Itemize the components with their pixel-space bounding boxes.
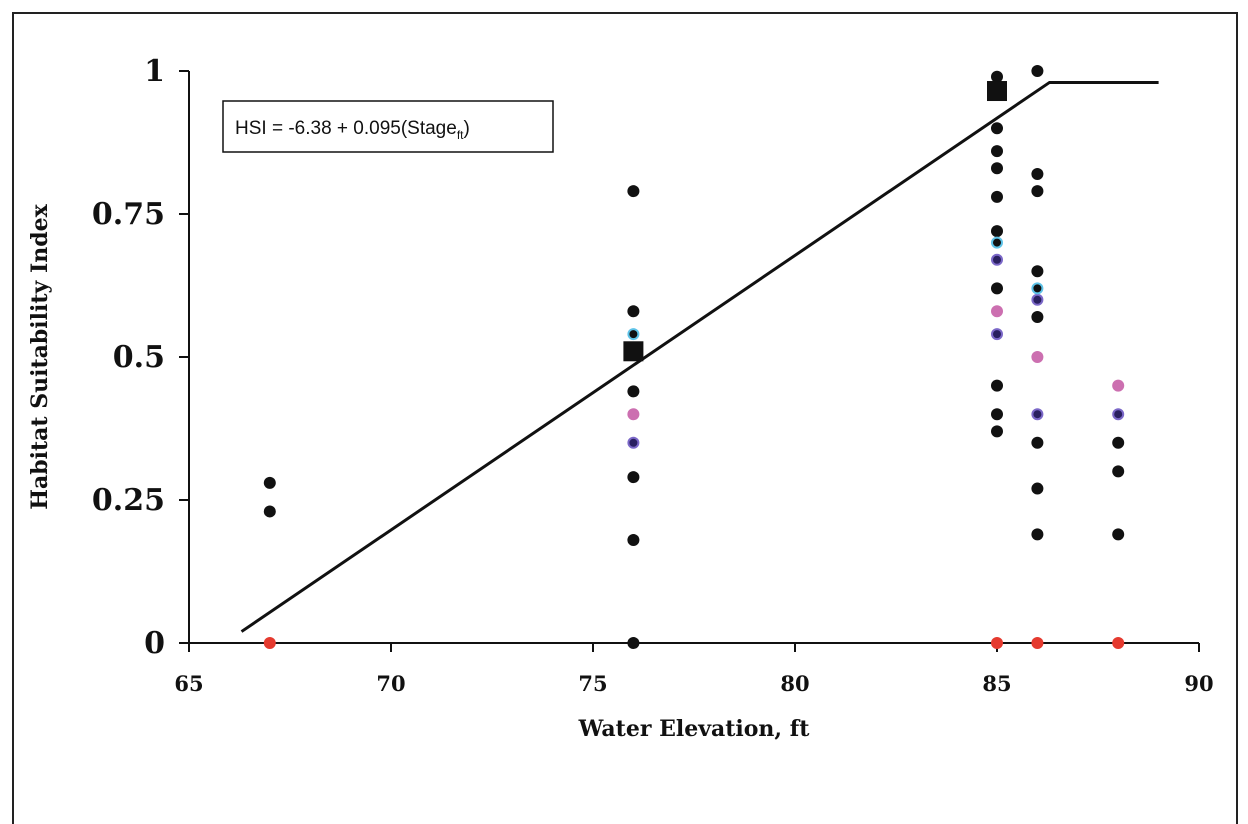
purple-data-point	[1031, 293, 1044, 306]
equation-main: HSI = -6.38 + 0.095(Stage	[235, 118, 457, 139]
pink-data-point	[991, 305, 1003, 318]
purple-data-point	[991, 328, 1003, 341]
black-data-point	[627, 305, 640, 318]
y-tick-label: 0.5	[113, 340, 165, 375]
y-axis-ticks: 0 0.25 0.5 0.75 1	[92, 54, 189, 661]
axes: 0 0.25 0.5 0.75 1 65 70 75 80 85 90	[92, 54, 1214, 696]
black-data-point	[627, 385, 640, 398]
black-data-point	[263, 505, 276, 518]
black-data-point	[1031, 65, 1044, 77]
black-data-point	[991, 425, 1003, 438]
y-tick-label: 1	[144, 54, 165, 89]
black-data-point	[627, 471, 640, 484]
y-tick-label: 0	[144, 626, 165, 661]
x-tick-label: 80	[780, 671, 809, 696]
black-data-point	[1031, 265, 1044, 278]
equation-subscript: ft	[457, 128, 464, 142]
fit-line	[240, 80, 1159, 633]
x-tick-label: 65	[174, 671, 203, 696]
black-data-point	[627, 534, 640, 547]
equation-box: HSI = -6.38 + 0.095(Stageft)	[222, 100, 554, 153]
x-tick-label: 75	[578, 671, 607, 696]
black-data-point	[991, 162, 1003, 175]
black-data-point	[1112, 436, 1125, 449]
black-data-point	[991, 282, 1003, 295]
black-data-point	[1031, 482, 1044, 495]
black-data-point	[627, 637, 640, 649]
black-data-point	[627, 185, 640, 198]
y-tick-label: 0.25	[92, 483, 165, 518]
cyan-data-point	[991, 236, 1003, 249]
data-points	[263, 65, 1125, 649]
black-data-point	[991, 190, 1003, 203]
pink-data-point	[627, 408, 640, 421]
black-data-point	[1031, 528, 1044, 541]
pink-data-point	[1112, 379, 1125, 392]
purple-data-point	[1031, 408, 1044, 421]
black-data-point	[1031, 167, 1044, 180]
mean-square-marker	[623, 341, 644, 362]
black-data-point	[1112, 465, 1125, 478]
black-data-point	[1031, 185, 1044, 198]
cyan-data-point	[1031, 282, 1044, 295]
y-axis-title: Habitat Suitability Index	[27, 203, 53, 509]
x-tick-label: 90	[1184, 671, 1213, 696]
black-data-point	[991, 122, 1003, 135]
red-data-point	[1112, 637, 1125, 649]
y-tick-label: 0.75	[92, 197, 165, 232]
purple-data-point	[1112, 408, 1125, 421]
black-data-point	[991, 70, 1003, 83]
black-data-point	[1031, 310, 1044, 323]
purple-data-point	[627, 436, 640, 449]
x-axis-ticks: 65 70 75 80 85 90	[174, 643, 1214, 696]
x-axis-title: Water Elevation, ft	[578, 716, 811, 742]
black-data-point	[263, 476, 276, 489]
x-tick-label: 85	[982, 671, 1011, 696]
equation-close: )	[463, 118, 469, 139]
red-data-point	[263, 637, 276, 649]
black-data-point	[991, 145, 1003, 158]
black-data-point	[991, 379, 1003, 392]
chart-frame	[12, 12, 1238, 824]
red-data-point	[991, 637, 1003, 649]
black-data-point	[991, 408, 1003, 421]
black-data-point	[1031, 436, 1044, 449]
pink-data-point	[1031, 351, 1044, 363]
black-data-point	[1112, 528, 1125, 541]
purple-data-point	[991, 253, 1003, 266]
equation-text: HSI = -6.38 + 0.095(Stageft)	[235, 118, 470, 142]
black-data-point	[991, 225, 1003, 238]
mean-square-marker	[987, 81, 1007, 102]
cyan-data-point	[627, 328, 640, 341]
red-data-point	[1031, 637, 1044, 649]
x-tick-label: 70	[376, 671, 405, 696]
